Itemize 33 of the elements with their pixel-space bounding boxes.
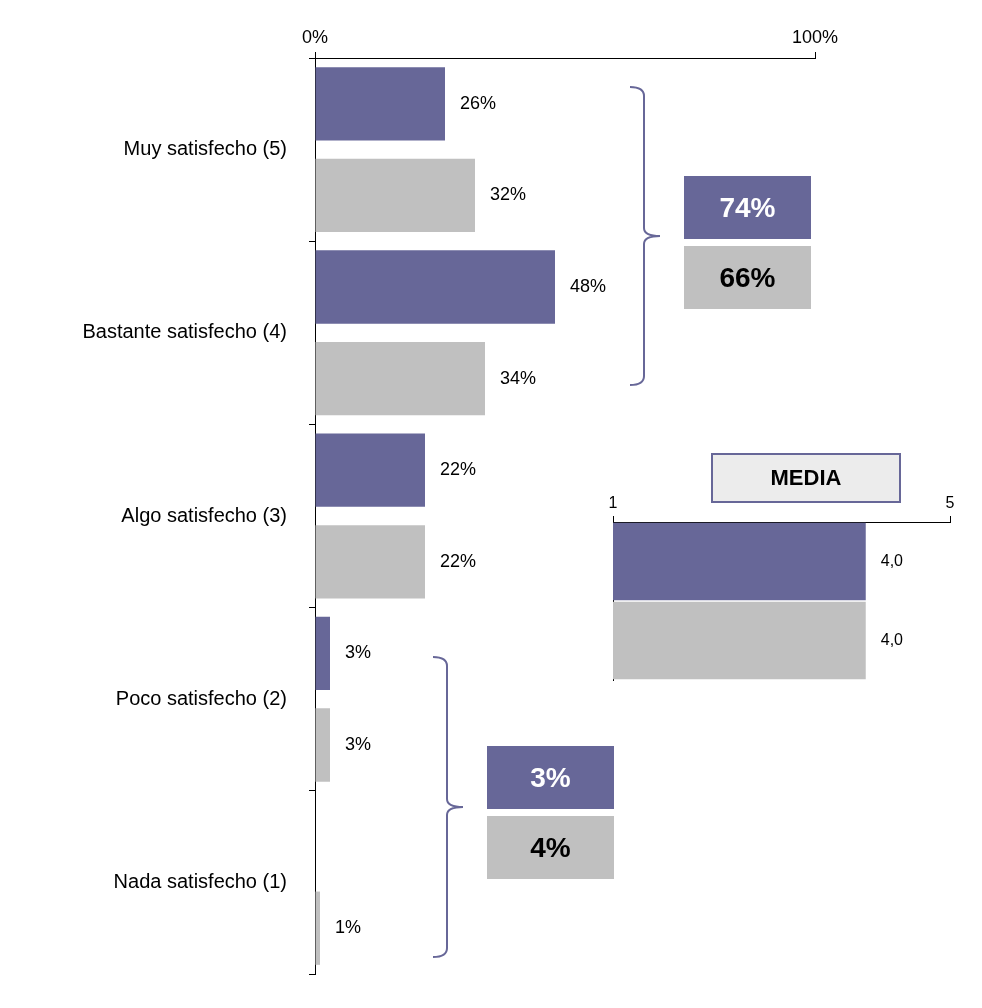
data-label: 48% [570, 275, 607, 296]
x-tick-label: 0% [301, 27, 329, 48]
y-tick-label: Muy satisfecho (5) [123, 137, 287, 160]
annotation: 74% [684, 176, 811, 239]
annotation: 4% [487, 816, 614, 879]
x-tick-label: 1 [608, 493, 618, 511]
bar [315, 341, 485, 416]
bar [315, 67, 445, 141]
y-tick-label: Bastante satisfecho (4) [82, 320, 287, 343]
data-label: 4,0 [880, 630, 904, 648]
data-label: 34% [500, 367, 537, 388]
chart-title: MEDIA [711, 453, 901, 503]
data-label: 3% [345, 642, 372, 663]
data-label: 4,0 [880, 551, 904, 569]
annotation: 66% [684, 246, 811, 309]
data-label: 22% [440, 550, 477, 571]
annotation: 3% [487, 746, 614, 809]
bar [315, 616, 330, 691]
data-label: 3% [345, 733, 372, 754]
data-label: 22% [440, 459, 477, 480]
bar [315, 158, 475, 233]
bar [315, 250, 555, 324]
data-label: 26% [460, 92, 497, 113]
data-label: 32% [490, 184, 527, 205]
x-tick-label: 5 [945, 493, 955, 511]
y-tick-label: Nada satisfecho (1) [113, 869, 287, 892]
y-tick-label: Algo satisfecho (3) [121, 503, 287, 526]
bar [315, 433, 425, 507]
bar [315, 708, 330, 782]
x-tick-label: 100% [791, 27, 839, 48]
y-tick-label: Poco satisfecho (2) [115, 686, 287, 709]
bar [315, 525, 425, 599]
data-label: 1% [335, 917, 362, 938]
